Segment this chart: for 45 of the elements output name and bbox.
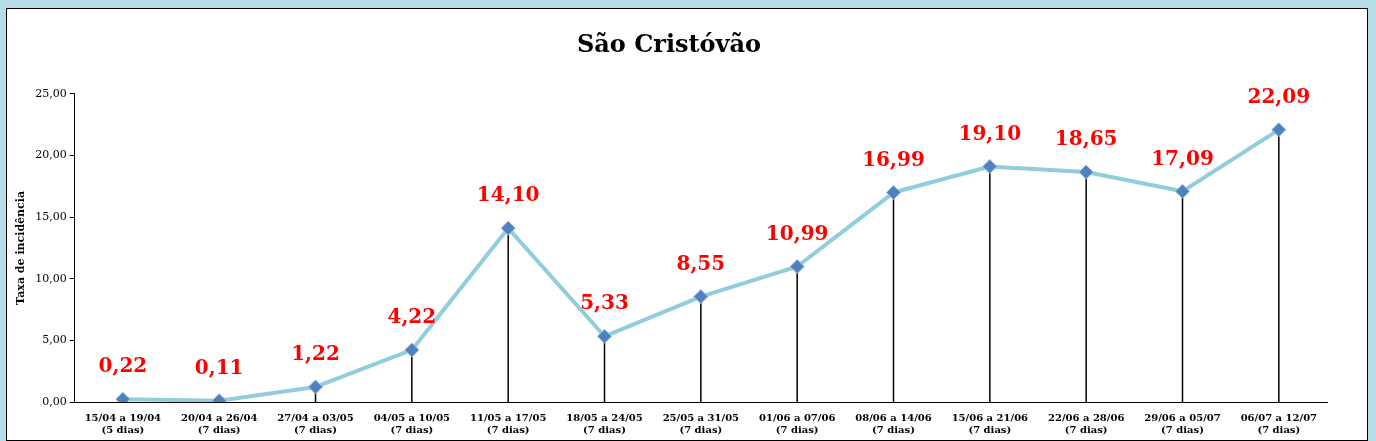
point [1271,122,1287,138]
data-label: 0,22 [98,353,148,378]
point [308,379,324,395]
point [404,342,420,358]
data-label: 22,09 [1247,83,1311,108]
x-tick-label: 27/04 a 03/05 (7 dias) [277,411,354,435]
data-label: 8,55 [676,250,726,275]
x-tick-label: 04/05 a 10/05 (7 dias) [373,411,451,435]
y-axis-title: Taxa de incidência [14,190,28,305]
point [693,289,709,305]
data-label: 10,99 [765,220,829,245]
data-label: 16,99 [862,146,925,171]
data-label: 0,11 [194,354,244,379]
y-tick-label: 15,00 [35,209,67,223]
data-label: 17,09 [1151,145,1214,170]
data-label: 18,65 [1054,126,1118,151]
y-tick-label: 5,00 [42,333,67,347]
data-label: 5,33 [580,290,629,315]
x-tick-label: 25/05 a 31/05 (7 dias) [662,411,740,435]
data-label: 19,10 [958,120,1022,145]
point [1175,183,1190,199]
point [886,185,902,201]
point [597,328,613,344]
x-tick-label: 15/06 a 21/06 (7 dias) [951,411,1029,435]
y-tick-label: 0,00 [42,394,67,408]
x-tick-label: 06/07 a 12/07 (7 dias) [1240,411,1318,435]
x-tick-label: 29/06 a 05/07 (7 dias) [1144,411,1221,435]
x-tick-label: 20/04 a 26/04 (7 dias) [180,411,258,435]
y-tick-label: 20,00 [35,148,67,162]
data-label: 4,22 [387,304,437,329]
data-label: 1,22 [291,341,340,366]
x-tick-label: 01/06 a 07/06 (7 dias) [758,411,836,435]
point [789,259,805,275]
x-tick-label: 08/06 a 14/06 (7 dias) [855,411,932,435]
point [500,220,516,236]
point [1078,164,1094,180]
x-tick-label: 11/05 a 17/05 (7 dias) [469,411,547,435]
x-tick-label: 18/05 a 24/05 (7 dias) [566,411,643,435]
x-tick-label: 22/06 a 28/06 (7 dias) [1047,411,1125,435]
y-tick-label: 25,00 [35,86,67,100]
chart-title: São Cristóvão [576,28,762,58]
y-tick-label: 10,00 [35,271,67,285]
point [982,159,998,175]
data-label: 14,10 [476,182,540,207]
x-tick-label: 15/04 a 19/04 (5 dias) [84,411,162,435]
